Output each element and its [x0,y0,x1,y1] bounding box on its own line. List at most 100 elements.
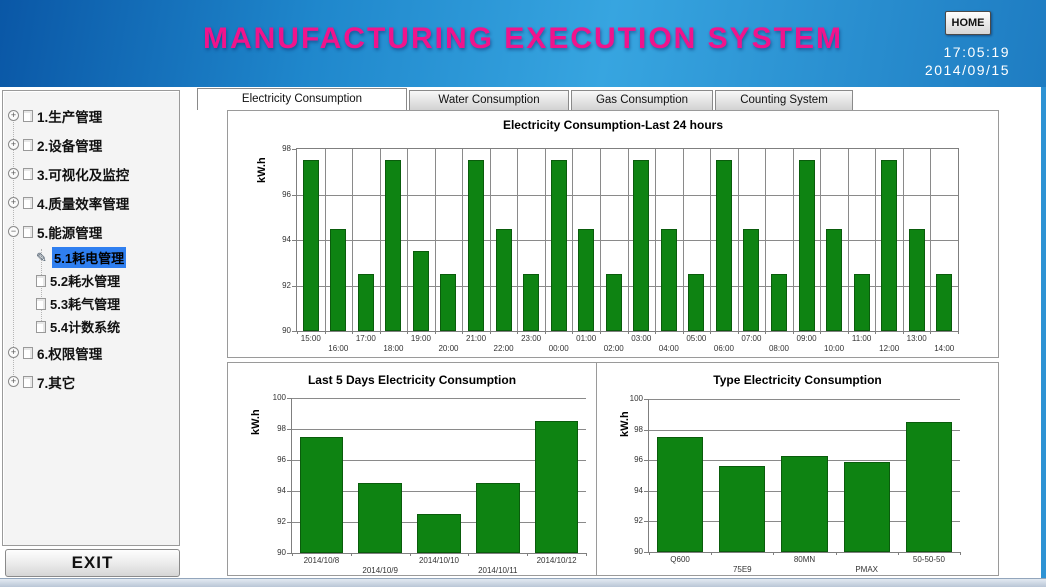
document-icon [36,297,46,310]
gridline [544,149,546,331]
x-tick [599,331,601,334]
gridline [434,149,436,331]
tree-connector-line [13,115,14,381]
gridline [902,149,904,331]
x-tick-label: 19:00 [410,334,431,343]
bar [605,274,622,331]
bar [476,483,520,553]
sidebar-item-selected[interactable]: ✎ 5.1耗电管理 [36,246,179,269]
y-tick-label: 92 [282,280,291,290]
y-tick [287,460,292,461]
tab-gas-consumption[interactable]: Gas Consumption [571,90,713,110]
x-tick [350,553,352,556]
gridline [489,149,491,331]
x-tick [434,331,436,334]
y-tick [287,398,292,399]
tab-water-consumption[interactable]: Water Consumption [409,90,569,110]
tab-bar: Electricity Consumption Water Consumption… [197,88,855,110]
expand-icon[interactable]: + [8,347,19,358]
plot-area: 90 92 94 96 98 100 Q600 75E9 80MN PMAX 50-50-50 [630,394,961,574]
x-tick-label: 2014/10/12 [536,556,577,565]
gridline [792,149,794,331]
sidebar-item[interactable]: +1.生产管理 [8,101,179,130]
sidebar-item[interactable]: 5.2耗水管理 [36,269,179,292]
sidebar-item-label: 5.4计数系统 [50,320,121,335]
x-tick [737,331,739,334]
sidebar-item-label: 6.权限管理 [37,346,103,362]
bar [719,466,766,552]
x-tick-label: 12:00 [879,344,900,353]
y-tick [292,194,297,196]
gridline [292,398,586,399]
sidebar-item[interactable]: +4.质量效率管理 [8,188,179,217]
expand-icon[interactable]: + [8,168,19,179]
gridline [820,149,822,331]
x-tick [773,552,775,555]
bar [550,160,567,331]
tab-electricity-consumption[interactable]: Electricity Consumption [197,88,407,110]
x-tick [352,331,354,334]
sidebar: +1.生产管理 +2.设备管理 +3.可视化及监控 +4.质量效率管理 −5.能源管理 ✎… [2,90,180,546]
y-tick-label: 94 [277,486,286,495]
x-tick-label: Q600 [670,555,690,564]
tab-counting-system[interactable]: Counting System [715,90,853,110]
gridline [875,149,877,331]
x-tick [835,552,837,555]
y-tick-label: 94 [634,485,643,495]
y-tick [292,285,297,287]
x-tick-label: 09:00 [796,334,817,343]
expand-icon[interactable]: + [8,376,19,387]
y-tick-label: 100 [629,394,643,403]
sidebar-item[interactable]: +3.可视化及监控 [8,159,179,188]
gridline [517,149,519,331]
tree-connector-line [41,249,42,329]
expand-icon[interactable]: + [8,197,19,208]
bar [578,228,595,331]
document-icon [23,109,33,122]
sidebar-tree: +1.生产管理 +2.设备管理 +3.可视化及监控 +4.质量效率管理 −5.能源管理 ✎… [3,91,179,396]
expand-icon[interactable]: + [8,139,19,150]
pencil-icon: ✎ [36,249,47,265]
y-tick [644,399,649,400]
x-tick-label: 22:00 [493,344,514,353]
right-edge-strip [1041,87,1046,578]
y-tick-label: 90 [634,547,643,556]
sidebar-item[interactable]: +7.其它 [8,367,179,396]
sidebar-item[interactable]: +2.设备管理 [8,130,179,159]
x-tick-label: 10:00 [824,344,845,353]
x-tick-label: 14:00 [934,344,955,353]
x-tick [489,331,491,334]
gridline [682,149,684,331]
sidebar-item[interactable]: 5.4计数系统 [36,315,179,338]
bar [715,160,732,331]
bar [440,274,457,331]
y-tick-label: 92 [634,516,643,526]
home-button[interactable]: HOME [945,11,991,35]
gridline [292,429,586,430]
x-tick-label: 08:00 [768,344,789,353]
x-tick [407,331,409,334]
sidebar-item[interactable]: − 5.能源管理 [8,217,179,246]
expand-icon[interactable]: + [8,110,19,121]
taskbar-strip [0,578,1046,587]
collapse-icon[interactable]: − [8,226,19,237]
sidebar-item[interactable]: +6.权限管理 [8,338,179,367]
bar [495,228,512,331]
exit-button[interactable]: EXIT [5,549,180,577]
sidebar-item-label: 3.可视化及监控 [37,167,130,183]
bar [302,160,319,331]
y-tick [292,240,297,241]
bar [523,274,540,331]
gridline [599,149,601,331]
y-tick-label: 96 [634,455,643,465]
y-tick [644,429,649,431]
sidebar-item[interactable]: 5.3耗气管理 [36,292,179,315]
page-title: MANUFACTURING EXECUTION SYSTEM [202,22,844,55]
x-tick [517,331,519,334]
x-tick [572,331,574,334]
x-tick-label: 07:00 [741,334,762,343]
x-tick [847,331,849,334]
chart-electricity-24h: Electricity Consumption-Last 24 hours kW… [227,110,999,358]
y-tick [644,490,649,492]
y-tick [644,460,649,462]
